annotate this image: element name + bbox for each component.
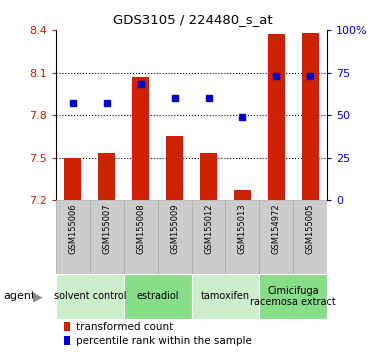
Bar bbox=[200, 153, 217, 200]
Text: GSM155012: GSM155012 bbox=[204, 204, 213, 254]
FancyBboxPatch shape bbox=[226, 200, 259, 274]
Bar bbox=[166, 136, 183, 200]
Text: GDS3105 / 224480_s_at: GDS3105 / 224480_s_at bbox=[113, 13, 272, 26]
Bar bbox=[132, 77, 149, 200]
FancyBboxPatch shape bbox=[192, 274, 259, 319]
Text: GSM155005: GSM155005 bbox=[306, 204, 315, 254]
Bar bbox=[268, 34, 285, 200]
Text: ▶: ▶ bbox=[33, 290, 42, 303]
FancyBboxPatch shape bbox=[124, 274, 192, 319]
Text: GSM155009: GSM155009 bbox=[170, 204, 179, 254]
Text: GSM155013: GSM155013 bbox=[238, 204, 247, 255]
Text: GSM155007: GSM155007 bbox=[102, 204, 111, 255]
Text: Cimicifuga
racemosa extract: Cimicifuga racemosa extract bbox=[251, 286, 336, 307]
FancyBboxPatch shape bbox=[192, 200, 226, 274]
FancyBboxPatch shape bbox=[293, 200, 327, 274]
Bar bbox=[234, 190, 251, 200]
FancyBboxPatch shape bbox=[124, 200, 157, 274]
FancyBboxPatch shape bbox=[56, 200, 90, 274]
Bar bbox=[64, 322, 70, 331]
Text: GSM155006: GSM155006 bbox=[68, 204, 77, 255]
Text: tamoxifen: tamoxifen bbox=[201, 291, 250, 302]
FancyBboxPatch shape bbox=[259, 200, 293, 274]
FancyBboxPatch shape bbox=[157, 200, 192, 274]
FancyBboxPatch shape bbox=[90, 200, 124, 274]
Text: GSM155008: GSM155008 bbox=[136, 204, 145, 255]
Bar bbox=[98, 153, 115, 200]
Bar bbox=[64, 336, 70, 345]
FancyBboxPatch shape bbox=[56, 274, 124, 319]
Text: transformed count: transformed count bbox=[76, 321, 174, 332]
Text: solvent control: solvent control bbox=[54, 291, 126, 302]
Text: agent: agent bbox=[4, 291, 36, 302]
Bar bbox=[64, 158, 81, 200]
Bar bbox=[302, 33, 319, 200]
Text: percentile rank within the sample: percentile rank within the sample bbox=[76, 336, 252, 346]
Text: GSM154972: GSM154972 bbox=[272, 204, 281, 255]
Text: estradiol: estradiol bbox=[136, 291, 179, 302]
FancyBboxPatch shape bbox=[259, 274, 327, 319]
